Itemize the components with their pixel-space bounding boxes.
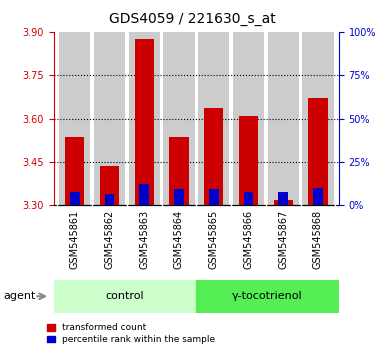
Text: GSM545865: GSM545865 <box>209 210 219 269</box>
Bar <box>313 188 323 205</box>
Bar <box>70 192 80 205</box>
Bar <box>129 32 160 205</box>
Bar <box>59 32 90 205</box>
Bar <box>302 32 333 205</box>
Bar <box>308 98 328 205</box>
Text: GSM545862: GSM545862 <box>104 210 114 269</box>
Bar <box>196 280 339 313</box>
Bar <box>239 116 258 205</box>
Text: GSM545866: GSM545866 <box>243 210 253 269</box>
Bar <box>268 32 299 205</box>
Bar <box>204 108 223 205</box>
Bar <box>174 189 184 205</box>
Bar <box>209 189 219 205</box>
Text: GSM545867: GSM545867 <box>278 210 288 269</box>
Bar <box>278 192 288 205</box>
Bar <box>65 137 84 205</box>
Bar <box>100 166 119 205</box>
Bar <box>139 184 149 205</box>
Bar <box>135 39 154 205</box>
Text: control: control <box>106 291 144 302</box>
Text: agent: agent <box>4 291 36 301</box>
Text: GSM545863: GSM545863 <box>139 210 149 269</box>
Text: GSM545861: GSM545861 <box>70 210 80 269</box>
Text: GDS4059 / 221630_s_at: GDS4059 / 221630_s_at <box>109 12 276 27</box>
Bar <box>244 192 253 205</box>
Text: γ-tocotrienol: γ-tocotrienol <box>232 291 303 302</box>
Bar <box>105 194 114 205</box>
Bar <box>233 32 264 205</box>
Bar <box>163 32 194 205</box>
Bar <box>54 280 196 313</box>
Text: GSM545864: GSM545864 <box>174 210 184 269</box>
Text: GSM545868: GSM545868 <box>313 210 323 269</box>
Legend: transformed count, percentile rank within the sample: transformed count, percentile rank withi… <box>43 320 219 348</box>
Bar <box>198 32 229 205</box>
Bar <box>274 200 293 205</box>
Bar <box>94 32 125 205</box>
Bar <box>169 137 189 205</box>
